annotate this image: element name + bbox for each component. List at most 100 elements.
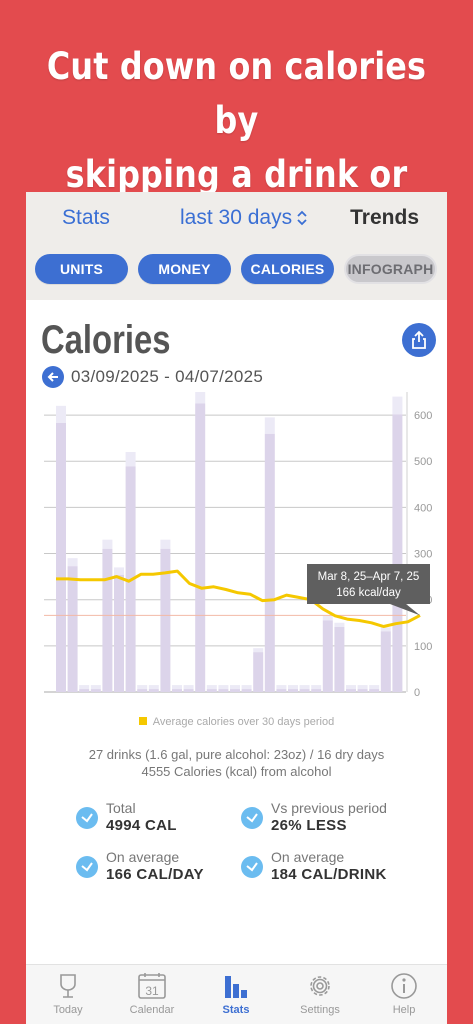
headline-line-1: Cut down on calories by (46, 45, 427, 142)
bar-cap (206, 685, 217, 690)
bar-cap (218, 685, 229, 690)
bar-cap (148, 685, 159, 690)
y-tick-label: 0 (414, 687, 420, 699)
bar (137, 689, 148, 692)
bar (172, 689, 182, 692)
calendar-day: 31 (145, 984, 159, 998)
bar (160, 548, 171, 692)
bar-cap (56, 405, 66, 424)
stat-label: On average (106, 849, 180, 865)
glass-icon (60, 974, 76, 998)
bar-cap (183, 685, 194, 690)
stat-vs-previous: Vs previous period 26% LESS (241, 800, 441, 840)
bar-cap (160, 539, 171, 549)
tab-label: Calendar (129, 1004, 175, 1016)
tab-label: Today (53, 1004, 83, 1016)
bar-chart-icon (225, 976, 247, 998)
summary-drinks: 27 drinks (1.6 gal, pure alcohol: 23oz) … (88, 747, 385, 762)
stat-value: 4994 CAL (106, 817, 177, 834)
period-label: last 30 days (180, 206, 293, 229)
average-line (56, 569, 421, 628)
tab-bar: Today 31 Calendar Stats Settin (26, 964, 447, 1024)
tooltip-box (307, 564, 430, 604)
stat-value: 166 CAL/DAY (106, 866, 204, 883)
top-bar: Stats last 30 days Trends UNITS MONEY CA… (26, 192, 447, 300)
bar (346, 689, 356, 692)
segment-calories[interactable]: CALORIES (241, 254, 334, 284)
page-title: Calories (41, 318, 171, 362)
bar (264, 433, 275, 692)
bar-cap (346, 685, 356, 690)
bar-cap (276, 685, 287, 690)
bar-cap (369, 685, 380, 690)
stat-label: On average (271, 849, 345, 865)
bar-cap (137, 685, 148, 690)
stat-value: 184 CAL/DRINK (271, 866, 387, 883)
check-icon (241, 856, 263, 878)
bar (148, 689, 159, 692)
check-icon (241, 807, 263, 829)
bar-cap (392, 396, 403, 415)
bar-cap (264, 417, 275, 434)
bar (114, 574, 124, 692)
gear-icon (310, 976, 330, 996)
bar (357, 689, 368, 692)
bar (206, 689, 217, 692)
check-icon (76, 856, 98, 878)
bar (334, 626, 345, 692)
bar (380, 631, 391, 692)
bar-cap (241, 685, 252, 690)
bar-cap (114, 567, 124, 575)
y-tick-label: 400 (414, 502, 432, 514)
bar (79, 689, 90, 692)
date-range: 03/09/2025 - 04/07/2025 (71, 367, 264, 386)
bar (322, 620, 333, 692)
previous-period-button[interactable] (42, 366, 64, 388)
nav-stats-button[interactable]: Stats (62, 206, 110, 229)
nav-trends-button[interactable]: Trends (350, 206, 419, 229)
chart-legend: Average calories over 30 days period (26, 716, 447, 728)
bar (218, 689, 229, 692)
tooltip-value: 166 kcal/day (336, 587, 401, 599)
tooltip-date-range: Mar 8, 25–Apr 7, 25 (318, 571, 420, 583)
segment-units[interactable]: UNITS (35, 254, 128, 284)
bar-cap (125, 452, 136, 467)
summary-calories: 4555 Calories (kcal) from alcohol (141, 764, 332, 779)
segment-infograph[interactable]: INFOGRAPH (344, 254, 437, 284)
period-selector[interactable]: last 30 days (180, 206, 308, 230)
bar-cap (195, 392, 206, 404)
y-tick-label: 600 (414, 410, 432, 422)
bar-cap (299, 685, 310, 690)
bar (241, 689, 252, 692)
bar-cap (334, 622, 345, 627)
app-screen: Stats last 30 days Trends UNITS MONEY CA… (26, 192, 447, 1024)
segment-money[interactable]: MONEY (138, 254, 231, 284)
check-icon (76, 807, 98, 829)
share-icon (412, 330, 426, 349)
tab-label: Settings (300, 1004, 340, 1016)
info-icon (391, 973, 417, 999)
bar (276, 689, 287, 692)
tab-label: Help (392, 1004, 416, 1016)
legend-swatch (138, 717, 147, 725)
bar (102, 548, 113, 692)
bar-cap (102, 539, 113, 549)
tab-stats[interactable]: Stats (194, 965, 278, 1024)
tab-calendar[interactable]: 31 Calendar (110, 965, 194, 1024)
bar-cap (79, 685, 90, 690)
share-button[interactable] (402, 323, 436, 357)
bar (369, 689, 380, 692)
bar-cap (311, 685, 322, 690)
bar-cap (357, 685, 368, 690)
y-tick-label: 300 (414, 549, 432, 561)
stat-avg-drink: On average 184 CAL/DRINK (241, 849, 441, 889)
tab-today[interactable]: Today (26, 965, 110, 1024)
tab-help[interactable]: Help (362, 965, 446, 1024)
bar (288, 689, 298, 692)
tab-settings[interactable]: Settings (278, 965, 362, 1024)
y-tick-label: 500 (414, 456, 432, 468)
bar-cap (253, 648, 264, 653)
stat-value: 26% LESS (271, 817, 347, 834)
legend-label: Average calories over 30 days period (152, 716, 335, 728)
bar-cap (380, 627, 391, 632)
